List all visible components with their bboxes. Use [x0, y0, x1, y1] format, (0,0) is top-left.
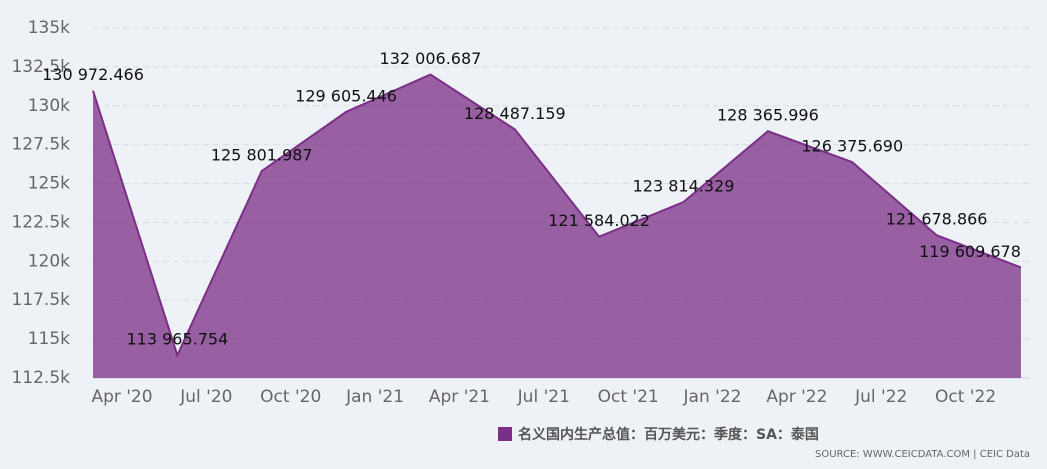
y-tick-label: 115k	[28, 329, 70, 349]
data-label: 130 972.466	[42, 65, 144, 84]
data-label: 126 375.690	[801, 137, 903, 156]
x-tick-label: Jul '21	[517, 387, 570, 407]
x-tick-label: Jul '22	[854, 387, 907, 407]
legend-label: 名义国内生产总值：百万美元：季度：SA：泰国	[518, 426, 819, 443]
line	[92, 73, 1022, 358]
x-tick-label: Jan '21	[345, 387, 404, 407]
data-label: 132 006.687	[380, 49, 482, 68]
data-label: 123 814.329	[633, 176, 735, 195]
x-tick-label: Oct '20	[260, 387, 321, 407]
x-tick-label: Oct '22	[935, 387, 996, 407]
y-tick-label: 132.5k	[11, 57, 70, 77]
data-label: 128 365.996	[717, 106, 819, 125]
y-tick-label: 135k	[28, 18, 70, 38]
data-label: 121 584.022	[548, 211, 650, 230]
x-tick-label: Apr '20	[91, 387, 152, 407]
data-label: 125 801.987	[211, 146, 313, 165]
legend-swatch	[498, 427, 512, 441]
x-tick-label: Apr '22	[766, 387, 827, 407]
x-tick-label: Jan '22	[683, 387, 742, 407]
source: SOURCE: WWW.CEICDATA.COM | CEIC Data	[815, 449, 1030, 460]
x-tick-label: Oct '21	[598, 387, 659, 407]
y-tick-label: 125k	[28, 174, 70, 194]
y-tick-label: 117.5k	[11, 290, 70, 310]
y-tick-label: 120k	[28, 251, 70, 271]
data-label: 121 678.866	[886, 210, 988, 229]
data-label: 113 965.754	[126, 330, 228, 349]
data-label: 119 609.678	[919, 242, 1021, 261]
area	[93, 74, 1021, 378]
x-tick-label: Apr '21	[429, 387, 490, 407]
y-tick-label: 130k	[28, 96, 70, 116]
data-label: 128 487.159	[464, 104, 566, 123]
y-tick-label: 122.5k	[11, 212, 70, 232]
x-tick-label: Jul '20	[179, 387, 232, 407]
data-label: 129 605.446	[295, 86, 397, 105]
y-tick-label: 112.5k	[11, 368, 70, 388]
y-tick-label: 127.5k	[11, 135, 70, 155]
